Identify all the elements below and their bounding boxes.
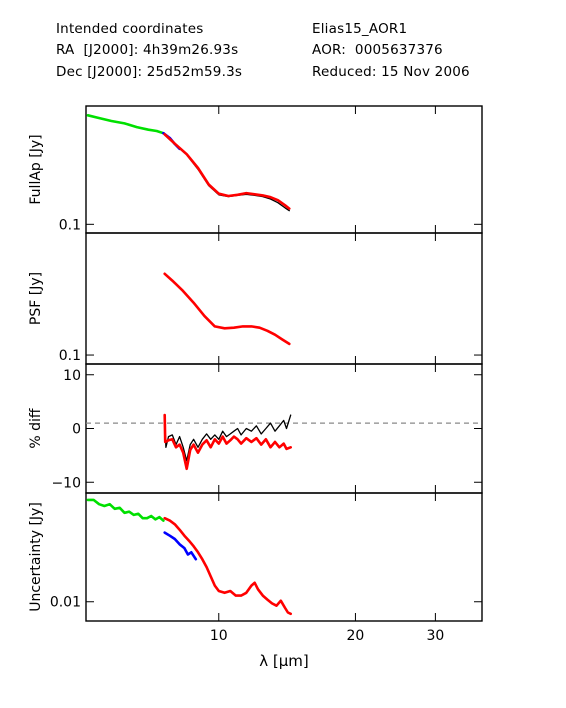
series-line-uncert-ll	[163, 516, 293, 616]
header-object-name: Elias15_AOR1	[312, 21, 408, 37]
y-tick-label-pdiff: −10	[51, 475, 81, 491]
panel-frame-uncert	[85, 492, 483, 622]
series-line-pdiff-black	[164, 414, 292, 462]
series-line-psf-ll	[163, 272, 291, 346]
header-ra: RA [J2000]: 4h39m26.93s	[56, 42, 239, 58]
x-axis-label: λ [μm]	[259, 652, 309, 670]
y-axis-label-pdiff: % diff	[28, 408, 44, 449]
y-axis-label-uncert: Uncertainty [Jy]	[28, 502, 44, 612]
y-tick-label-pdiff: 0	[72, 422, 81, 438]
header-reduced-date: Reduced: 15 Nov 2006	[312, 64, 470, 80]
header-dec: Dec [J2000]: 25d52m59.3s	[56, 64, 243, 80]
series-line-fullap-sl	[86, 114, 165, 135]
header-aor: AOR: 0005637376	[312, 42, 443, 58]
series-line-uncert-blue	[163, 531, 198, 561]
panel-frame-pdiff	[85, 363, 483, 494]
y-tick-label-uncert: 0.01	[50, 595, 81, 611]
series-line-pdiff-ll	[163, 413, 293, 471]
x-tick-label: 20	[347, 628, 365, 644]
panel-frame-fullap	[85, 105, 483, 234]
x-tick-label: 10	[210, 628, 228, 644]
header-target-title: Intended coordinates	[56, 21, 204, 37]
series-line-uncert-sl	[86, 498, 165, 522]
y-tick-label-pdiff: 10	[63, 368, 81, 384]
x-tick-label: 30	[426, 628, 444, 644]
series-line-fullap-black	[164, 134, 290, 212]
y-tick-label-psf: 0.1	[59, 348, 81, 364]
y-axis-label-psf: PSF [Jy]	[28, 272, 44, 325]
panel-frame-psf	[85, 232, 483, 365]
series-line-fullap-ll	[163, 133, 291, 210]
y-tick-label-fullap: 0.1	[59, 217, 81, 233]
y-axis-label-fullap: FullAp [Jy]	[28, 134, 44, 204]
